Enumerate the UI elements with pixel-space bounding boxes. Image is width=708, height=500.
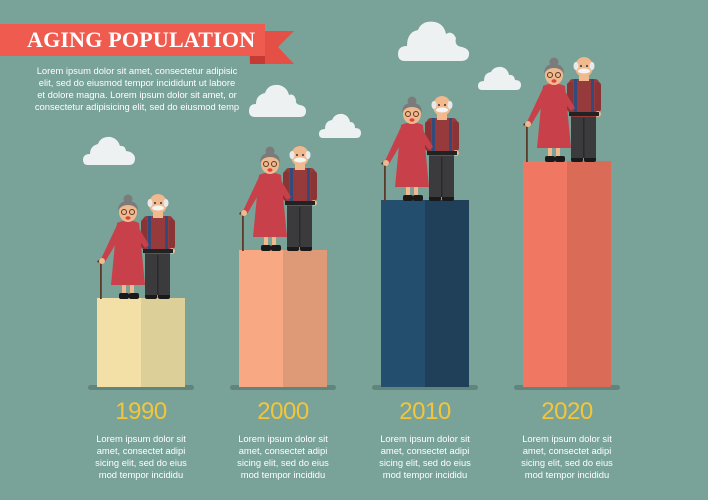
intro-line: Lorem ipsum dolor sit amet, consectetur …: [36, 65, 238, 76]
column-description: Lorem ipsum dolor sit amet, consectet adi…: [521, 433, 613, 480]
column-description: Lorem ipsum dolor sit amet, consectet adi…: [237, 433, 329, 480]
bar-2010: [381, 200, 469, 387]
column-description: Lorem ipsum dolor sit amet, consectet adi…: [95, 433, 187, 480]
intro-line: consectetur adipisicing elit, sed do eiu…: [34, 101, 240, 112]
year-label: 1990: [115, 398, 167, 425]
cloud-icon: [249, 84, 306, 117]
bar-shadow: [230, 385, 336, 390]
bar-shadow: [372, 385, 478, 390]
intro-line: elit, sed do eiusmod tempor incididunt u…: [38, 77, 236, 88]
bar-2000: [239, 250, 327, 387]
bar-1990: [97, 298, 185, 387]
elderly-couple-icon: [522, 56, 602, 163]
bar-shadow: [514, 385, 620, 390]
elderly-couple-icon: [96, 193, 176, 300]
year-label: 2010: [399, 398, 451, 425]
intro-text: Lorem ipsum dolor sit amet, consectetur …: [22, 65, 252, 113]
cloud-icon: [478, 66, 521, 90]
elderly-couple-icon: [238, 145, 318, 252]
page-title: AGING POPULATION: [27, 27, 256, 52]
cloud-icon: [83, 136, 135, 165]
column-description: Lorem ipsum dolor sit amet, consectet adi…: [379, 433, 471, 480]
title-ribbon: [0, 24, 265, 56]
intro-line: et dolore magna. Lorem ipsum dolor sit a…: [37, 89, 237, 100]
elderly-couple-icon: [380, 95, 460, 202]
year-label: 2000: [257, 398, 309, 425]
cloud-icon: [398, 21, 470, 61]
bar-shadow: [88, 385, 194, 390]
bar-2020: [523, 161, 611, 387]
year-label: 2020: [541, 398, 593, 425]
cloud-icon: [319, 113, 361, 138]
